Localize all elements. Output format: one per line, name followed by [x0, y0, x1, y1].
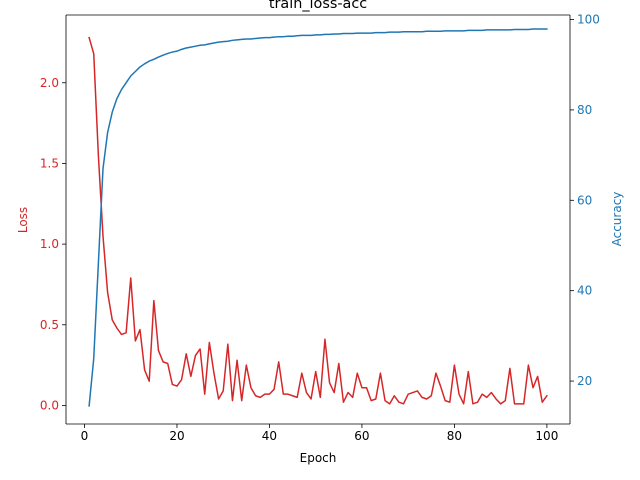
y-left-tick-label: 2.0 — [40, 76, 59, 90]
y-axis-left-label: Loss — [16, 207, 30, 233]
y-right-tick-label: 60 — [577, 193, 592, 207]
y-right-tick-label: 20 — [577, 374, 592, 388]
y-axis-right-label: Accuracy — [610, 192, 624, 247]
x-tick-label: 0 — [81, 429, 89, 443]
y-right-tick-label: 100 — [577, 13, 600, 27]
x-axis-label: Epoch — [300, 451, 337, 465]
y-right-tick-label: 80 — [577, 103, 592, 117]
y-left-tick-label: 1.5 — [40, 156, 59, 170]
y-left-tick-label: 1.0 — [40, 237, 59, 251]
plot-area: 0 20 40 60 80 100 0.0 0.5 1.0 1.5 2.0 20 40 60 80 100 — [40, 13, 600, 443]
x-tick-label: 60 — [354, 429, 369, 443]
x-tick-label: 20 — [169, 429, 184, 443]
y-left-tick-label: 0.0 — [40, 398, 59, 412]
x-tick-label: 40 — [262, 429, 277, 443]
x-tick-label: 100 — [535, 429, 558, 443]
y-right-tick-label: 40 — [577, 284, 592, 298]
chart-title: train_loss-acc — [269, 0, 367, 12]
x-tick-label: 80 — [447, 429, 462, 443]
y-left-tick-label: 0.5 — [40, 318, 59, 332]
accuracy-line — [88, 28, 548, 407]
loss-line — [88, 36, 548, 405]
